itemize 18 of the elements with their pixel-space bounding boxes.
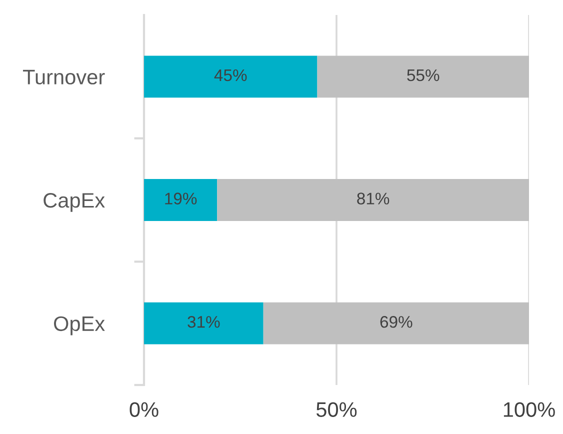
x-tick-label: 100% xyxy=(504,402,555,417)
bar xyxy=(217,179,529,221)
data-label: 31% xyxy=(188,316,220,328)
bar xyxy=(263,302,529,344)
x-tick-label: 50% xyxy=(316,402,357,417)
bar xyxy=(144,302,264,344)
y-tick-label: OpEx xyxy=(54,316,105,336)
y-tick-label: Turnover xyxy=(23,70,105,84)
data-label: 45% xyxy=(214,69,247,82)
bar xyxy=(144,179,218,221)
data-label: 55% xyxy=(407,69,440,82)
bar xyxy=(317,56,529,98)
x-tick-label: 0% xyxy=(130,402,158,417)
data-label: 19% xyxy=(165,192,197,204)
data-label: 81% xyxy=(357,192,390,204)
bar xyxy=(144,56,318,98)
y-tick-label: CapEx xyxy=(44,193,105,212)
data-label: 69% xyxy=(380,316,412,328)
